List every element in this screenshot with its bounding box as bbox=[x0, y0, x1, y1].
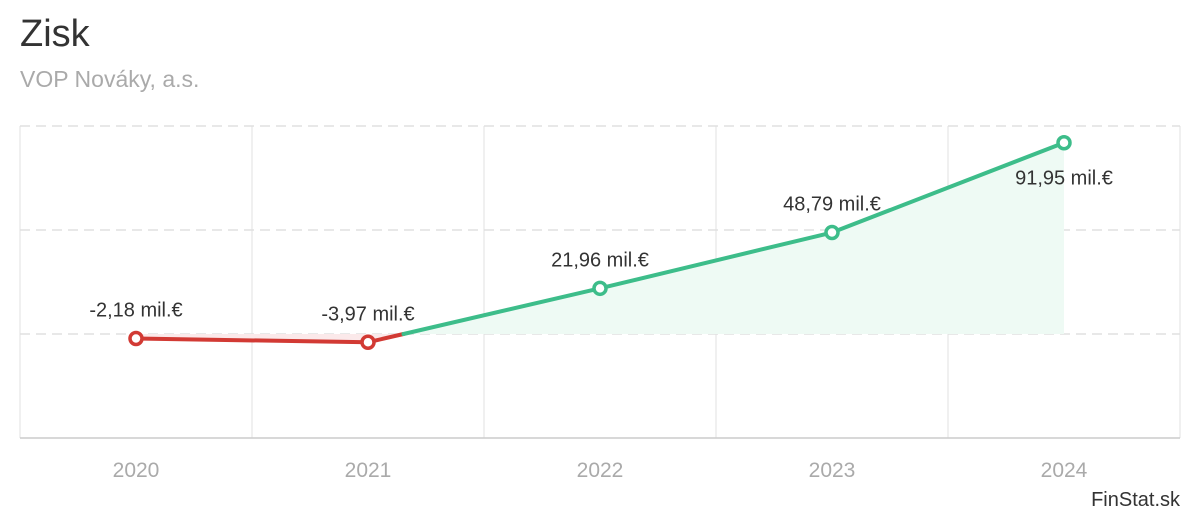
x-tick-label-2024: 2024 bbox=[1041, 459, 1088, 482]
positive-line-segment bbox=[830, 140, 1066, 235]
data-label-2020: -2,18 mil.€ bbox=[89, 300, 182, 322]
positive-area bbox=[600, 232, 832, 334]
line-layer bbox=[134, 140, 1066, 345]
data-point-2024 bbox=[1056, 134, 1072, 151]
data-point-2021 bbox=[360, 334, 376, 351]
point-layer bbox=[128, 134, 1072, 351]
x-tick-label-2023: 2023 bbox=[809, 459, 856, 482]
positive-area bbox=[832, 142, 1064, 334]
x-tick-label-2021: 2021 bbox=[345, 459, 392, 482]
label-layer: -2,18 mil.€ -3,97 mil.€ 21,96 mil.€ 48,79 m… bbox=[89, 168, 1113, 326]
data-label-2023: 48,79 mil.€ bbox=[783, 194, 881, 216]
chart-title: Zisk bbox=[20, 13, 90, 55]
x-tick-label-2022: 2022 bbox=[577, 459, 624, 482]
data-label-2021: -3,97 mil.€ bbox=[321, 303, 414, 325]
finstat-credit-link[interactable]: FinStat.sk bbox=[1091, 489, 1180, 511]
data-point-2023 bbox=[824, 224, 840, 241]
data-label-2024: 91,95 mil.€ bbox=[1015, 168, 1113, 190]
negative-line-segment bbox=[134, 336, 370, 345]
positive-line-segment bbox=[598, 230, 834, 291]
positive-line-segment bbox=[401, 286, 602, 336]
x-tick-label-2020: 2020 bbox=[113, 459, 160, 482]
area-layer bbox=[136, 142, 1064, 343]
data-point-2020 bbox=[128, 330, 144, 347]
data-point-2022 bbox=[592, 280, 608, 297]
chart-subtitle: VOP Nováky, a.s. bbox=[20, 66, 200, 92]
data-label-2022: 21,96 mil.€ bbox=[551, 249, 649, 271]
x-axis: 2020 2021 2022 2023 2024 bbox=[113, 459, 1088, 482]
